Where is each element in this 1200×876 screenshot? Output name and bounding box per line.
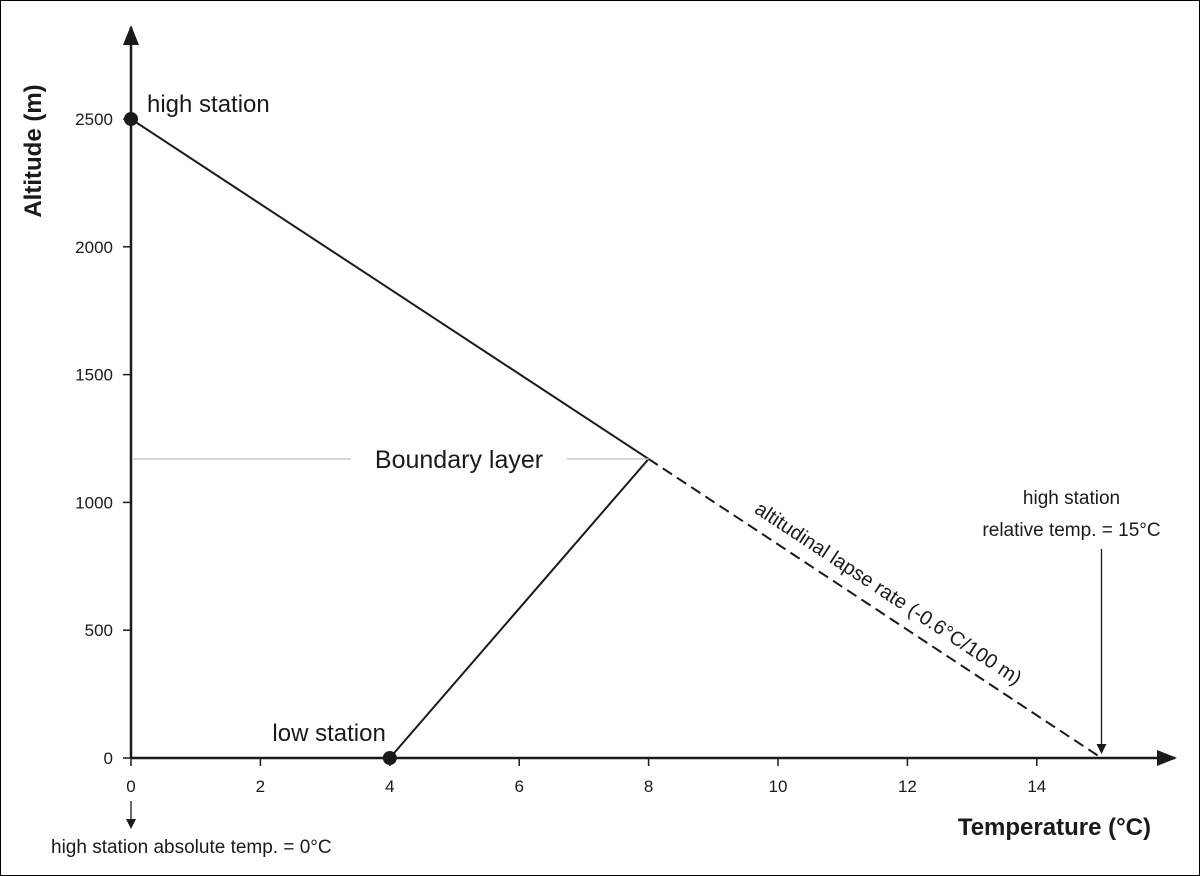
x-tick-label: 14 xyxy=(1027,777,1046,796)
x-tick-label: 6 xyxy=(514,777,523,796)
x-tick-label: 10 xyxy=(769,777,788,796)
y-ticks: 0 500 1000 1500 2000 2500 xyxy=(75,110,131,768)
relative-temp-label-line1: high station xyxy=(1023,488,1120,509)
x-tick-label: 0 xyxy=(126,777,135,796)
station-point xyxy=(124,112,138,126)
station-label: high station xyxy=(147,91,270,118)
y-axis-title: Altitude (m) xyxy=(20,84,47,217)
series-line-1 xyxy=(130,118,650,460)
x-tick-label: 2 xyxy=(256,777,265,796)
absolute-temp-label: high station absolute temp. = 0°C xyxy=(51,837,332,858)
y-tick-label: 1000 xyxy=(75,493,113,512)
x-axis-title: Temperature (°C) xyxy=(958,814,1151,841)
x-tick-label: 12 xyxy=(898,777,917,796)
station-label: low station xyxy=(272,720,385,747)
y-tick-label: 0 xyxy=(104,749,113,768)
x-tick-label: 4 xyxy=(385,777,394,796)
station-point xyxy=(382,751,397,765)
x-ticks: 0 2 4 6 8 10 12 14 xyxy=(126,758,1046,796)
relative-temp-label-line2: relative temp. = 15°C xyxy=(982,520,1160,541)
y-tick-label: 1500 xyxy=(75,366,113,385)
y-tick-label: 2500 xyxy=(75,110,113,129)
series-line-3-dashed xyxy=(648,458,1103,759)
boundary-layer-label: Boundary layer xyxy=(375,446,543,474)
series-lines xyxy=(130,118,1103,759)
station-points: high station low station xyxy=(124,91,397,765)
series-line-2 xyxy=(389,458,650,759)
y-tick-label: 500 xyxy=(85,621,113,640)
x-tick-label: 8 xyxy=(644,777,653,796)
y-tick-label: 2000 xyxy=(75,238,113,257)
